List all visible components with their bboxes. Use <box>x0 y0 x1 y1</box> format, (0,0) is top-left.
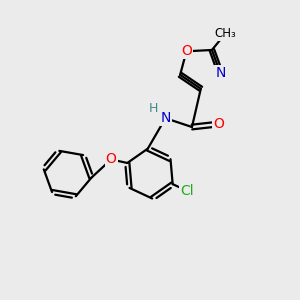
Text: H: H <box>149 102 158 115</box>
Text: Cl: Cl <box>181 184 194 198</box>
Text: CH₃: CH₃ <box>214 27 236 40</box>
Text: O: O <box>213 117 224 131</box>
Text: O: O <box>181 44 192 58</box>
Text: N: N <box>215 66 226 80</box>
Text: N: N <box>160 111 171 125</box>
Text: O: O <box>106 152 117 167</box>
